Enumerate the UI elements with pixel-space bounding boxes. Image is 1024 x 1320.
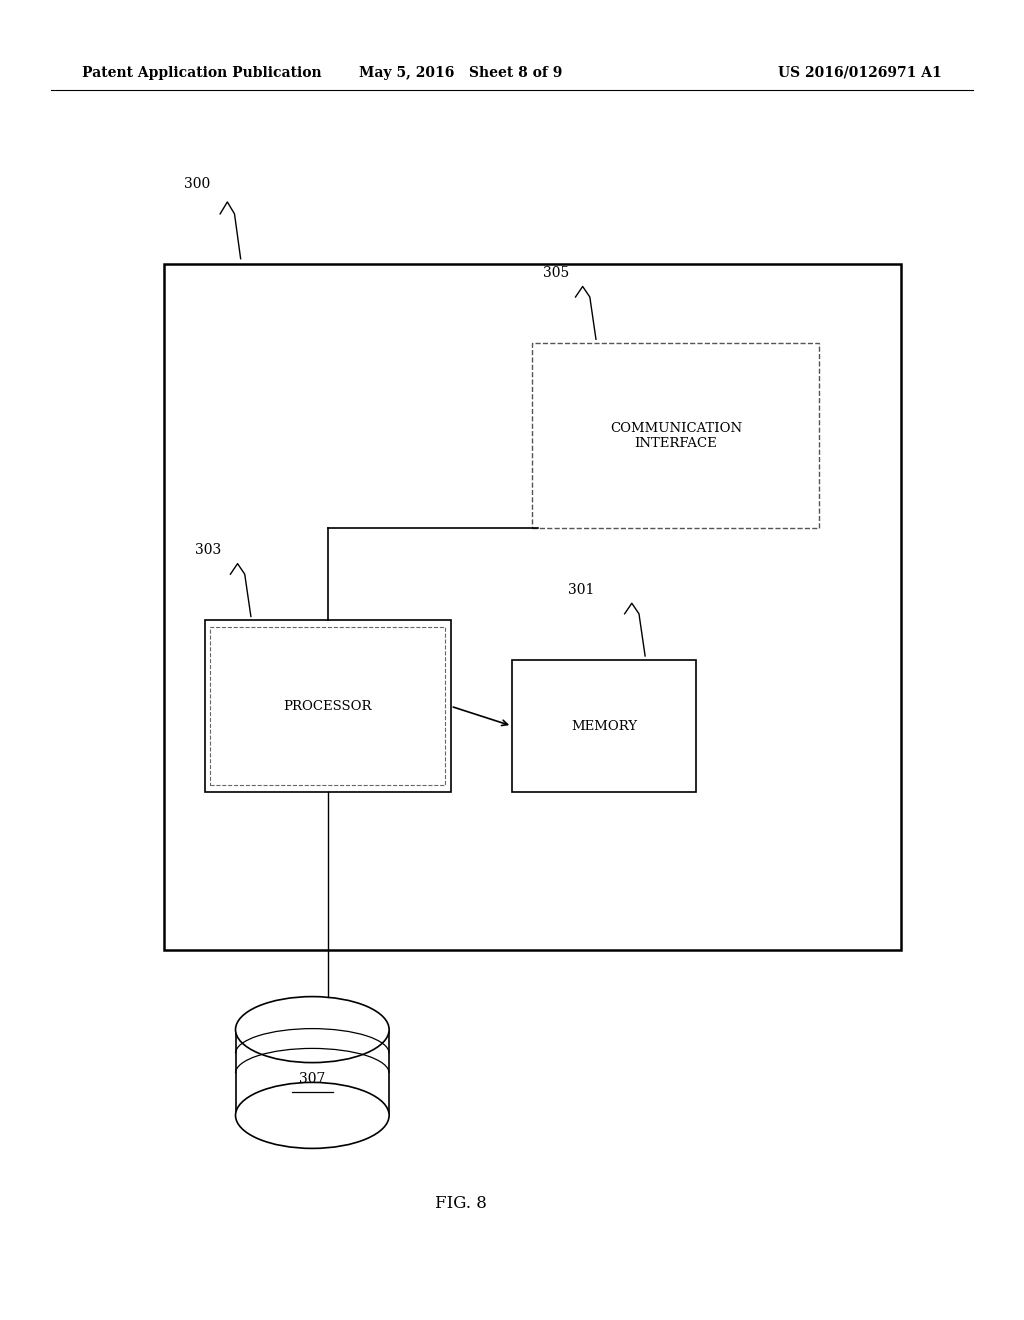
Bar (205, 620, 451, 792)
Bar (164, 264, 901, 950)
Text: US 2016/0126971 A1: US 2016/0126971 A1 (778, 66, 942, 79)
Text: FIG. 8: FIG. 8 (435, 1196, 486, 1212)
Text: PROCESSOR: PROCESSOR (284, 700, 372, 713)
Text: MEMORY: MEMORY (571, 719, 637, 733)
Ellipse shape (236, 997, 389, 1063)
Bar (210, 627, 445, 785)
Text: 301: 301 (568, 582, 595, 597)
Text: May 5, 2016   Sheet 8 of 9: May 5, 2016 Sheet 8 of 9 (359, 66, 562, 79)
Bar (512, 660, 696, 792)
Text: COMMUNICATION
INTERFACE: COMMUNICATION INTERFACE (609, 421, 742, 450)
Bar (236, 1030, 389, 1115)
Text: 303: 303 (195, 543, 221, 557)
Text: 305: 305 (543, 265, 569, 280)
Ellipse shape (236, 1082, 389, 1148)
Bar (532, 343, 819, 528)
Text: Patent Application Publication: Patent Application Publication (82, 66, 322, 79)
Text: 307: 307 (299, 1072, 326, 1086)
Text: 300: 300 (184, 177, 211, 191)
